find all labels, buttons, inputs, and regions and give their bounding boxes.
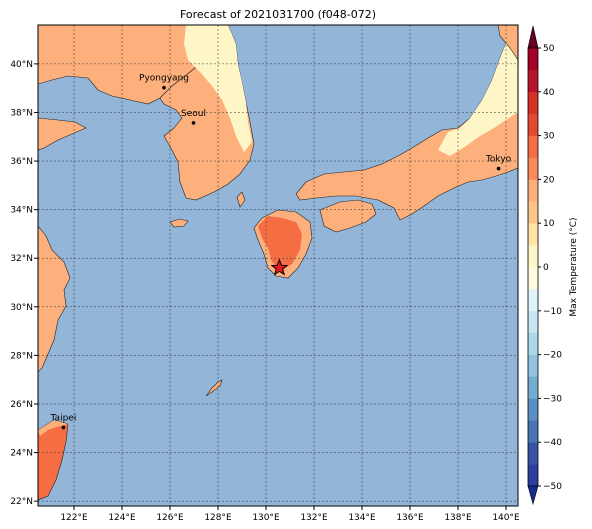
lat-tick-label: 34°N <box>10 206 33 216</box>
colorbar-segment <box>528 91 538 114</box>
colorbar-segment <box>528 48 538 71</box>
colorbar-tick-label: −10 <box>543 307 562 317</box>
lat-tick-label: 22°N <box>10 497 33 507</box>
colorbar-segment <box>528 442 538 465</box>
land-okinawa <box>205 379 223 397</box>
colorbar-segment <box>528 464 538 487</box>
colorbar-segment <box>528 310 538 333</box>
lon-tick-label: 130°E <box>252 513 280 523</box>
colorbar-tick-label: 30 <box>543 132 555 142</box>
land-china-south <box>38 225 71 373</box>
land-tsushima <box>236 191 246 208</box>
lat-tick-label: 36°N <box>10 157 33 167</box>
colorbar-extend-low <box>527 485 539 506</box>
land-honshu-cool <box>438 25 518 156</box>
map-frame <box>37 24 519 507</box>
city-dot <box>61 425 66 430</box>
lat-tick-label: 26°N <box>10 400 33 410</box>
city-dot <box>191 121 196 125</box>
land-honshu <box>295 25 518 221</box>
colorbar-segment <box>528 420 538 443</box>
graticule <box>38 25 518 506</box>
colorbar-tick-label: −40 <box>543 438 562 448</box>
lat-tick-label: 24°N <box>10 449 33 459</box>
lon-tick-label: 140°E <box>492 513 520 523</box>
land-hokkaido <box>497 25 518 61</box>
lon-tick-label: 138°E <box>444 513 472 523</box>
lat-tick-label: 38°N <box>10 108 33 118</box>
colorbar-tick-label: 0 <box>543 263 549 273</box>
colorbar-segment <box>528 135 538 158</box>
city-label: Taipei <box>50 414 77 424</box>
colorbar-tick-label: −50 <box>543 482 562 492</box>
star-marker <box>270 258 289 276</box>
city-dot <box>496 166 501 171</box>
city-label: Tokyo <box>485 155 512 165</box>
city-label: Seoul <box>181 109 206 119</box>
lat-tick-label: 40°N <box>10 60 33 70</box>
colorbar-tick-label: 40 <box>543 88 555 98</box>
lat-tick-label: 30°N <box>10 303 33 313</box>
colorbar-label: Max Temperature (°C) <box>569 217 579 316</box>
colorbar-segment <box>528 332 538 355</box>
lat-tick-label: 28°N <box>10 351 33 361</box>
land-kyushu-hot <box>258 216 302 270</box>
colorbar-segment <box>528 113 538 136</box>
map-area: Pyongyang Seoul Tokyo Taipei <box>38 25 518 506</box>
colorbar-segment <box>528 354 538 377</box>
map-title: Forecast of 2021031700 (f048-072) <box>179 8 377 21</box>
lon-tick-label: 124°E <box>108 513 136 523</box>
colorbar: −50 −40 −30 −20 −10 0 10 20 30 40 50 <box>527 25 562 506</box>
axis-ticks: 122°E 124°E 126°E 128°E 130°E 132°E 134°E 136°E… <box>10 60 520 523</box>
colorbar-segment <box>528 288 538 312</box>
land-shikoku <box>319 199 377 233</box>
colorbar-segment <box>528 157 538 180</box>
colorbar-tick-label: 50 <box>543 44 555 54</box>
lon-tick-label: 128°E <box>204 513 232 523</box>
colorbar-segment <box>528 69 538 93</box>
colorbar-segment <box>528 398 538 421</box>
lon-tick-label: 134°E <box>348 513 376 523</box>
city-dot <box>162 85 166 90</box>
land-jeju <box>169 218 189 228</box>
lon-tick-label: 122°E <box>60 513 88 523</box>
land-korea-cool <box>184 25 252 152</box>
colorbar-tick-label: −20 <box>543 351 562 361</box>
city-markers: Pyongyang Seoul Tokyo Taipei <box>50 74 512 430</box>
colorbar-segment <box>528 245 538 268</box>
lon-tick-label: 126°E <box>156 513 184 523</box>
colorbar-tick-label: −30 <box>543 394 562 404</box>
city-label: Pyongyang <box>139 74 189 84</box>
colorbar-segment <box>528 179 538 202</box>
land-taiwan-coast <box>38 420 68 436</box>
lat-tick-label: 32°N <box>10 254 33 264</box>
location-marker <box>270 258 289 276</box>
colorbar-tick-label: 10 <box>543 219 555 229</box>
colorbar-segment <box>528 267 538 290</box>
lon-tick-label: 136°E <box>396 513 424 523</box>
colorbar-segment <box>528 201 538 224</box>
colorbar-extend-high <box>527 25 539 49</box>
colorbar-segment <box>528 376 538 399</box>
lon-tick-label: 132°E <box>300 513 328 523</box>
colorbar-segment <box>528 223 538 246</box>
colorbar-tick-label: 20 <box>543 175 555 185</box>
